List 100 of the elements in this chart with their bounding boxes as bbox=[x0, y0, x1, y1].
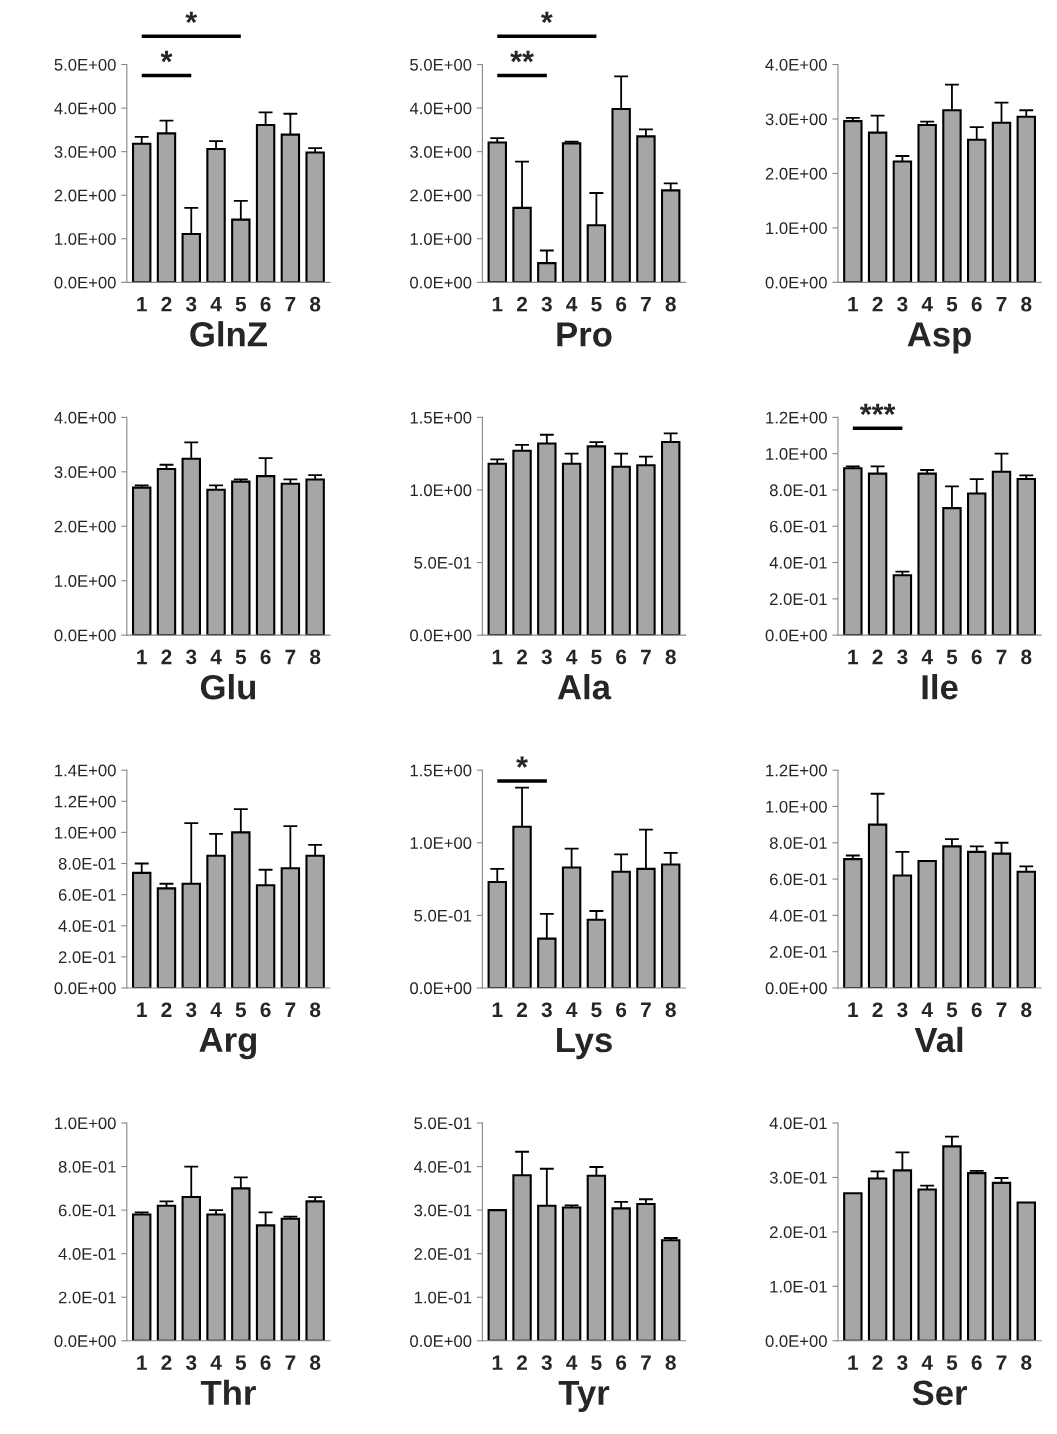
y-tick-label: 6.0E-01 bbox=[770, 873, 827, 886]
bar bbox=[892, 574, 913, 636]
x-tick-label: 7 bbox=[641, 296, 651, 312]
bar bbox=[967, 1172, 987, 1341]
x-tick-label: 5 bbox=[591, 1355, 602, 1370]
y-tick-label: 6.0E-01 bbox=[770, 520, 827, 533]
x-tick-label: 3 bbox=[185, 296, 197, 312]
y-tick-label: 4.0E-01 bbox=[769, 909, 827, 922]
y-tick-label: 0.0E+00 bbox=[54, 276, 116, 289]
x-tick-label: 4 bbox=[921, 1355, 933, 1370]
x-tick-label: 3 bbox=[897, 1355, 908, 1371]
x-tick-label: 2 bbox=[872, 296, 883, 312]
x-tick-label: 8 bbox=[1021, 1355, 1032, 1370]
y-tick-label: 1.0E+00 bbox=[766, 222, 827, 235]
y-tick-label: 4.0E-01 bbox=[58, 1248, 116, 1260]
y-tick-label: 1.0E+00 bbox=[55, 233, 116, 245]
x-tick-label: 3 bbox=[185, 649, 197, 665]
x-tick-label: 1 bbox=[848, 1002, 859, 1017]
y-tick-label: 1.0E-01 bbox=[770, 1280, 827, 1293]
y-tick-label: 3.0E-01 bbox=[769, 1171, 827, 1184]
y-tick-label: 2.0E-01 bbox=[58, 951, 116, 964]
bar bbox=[917, 1188, 937, 1341]
x-tick-label: 2 bbox=[161, 1002, 172, 1017]
y-tick-label: 0.0E+00 bbox=[54, 629, 116, 642]
x-tick-label: 3 bbox=[185, 1002, 197, 1018]
x-tick-label: 6 bbox=[971, 1002, 982, 1018]
y-tick-label: 1.2E+00 bbox=[766, 764, 827, 777]
x-tick-label: 3 bbox=[541, 1355, 552, 1371]
y-tick-label: 2.0E-01 bbox=[770, 1226, 827, 1239]
x-tick-label: 8 bbox=[310, 1355, 321, 1370]
y-tick-label: 4.0E+00 bbox=[409, 102, 472, 115]
bar bbox=[512, 449, 532, 636]
x-axis-title: Ala bbox=[557, 674, 612, 700]
x-tick-label: 8 bbox=[1021, 1002, 1032, 1018]
y-tick-label: 6.0E-01 bbox=[58, 1204, 116, 1217]
y-tick-label: 5.0E-01 bbox=[414, 1117, 472, 1130]
x-tick-label: 4 bbox=[566, 1355, 578, 1370]
y-tick-label: 4.0E-01 bbox=[414, 1160, 472, 1173]
y-tick-label: 4.0E-01 bbox=[58, 920, 116, 932]
x-tick-label: 2 bbox=[161, 296, 172, 312]
x-tick-label: 4 bbox=[566, 296, 578, 312]
x-tick-label: 6 bbox=[616, 649, 627, 665]
y-tick-label: 4.0E+00 bbox=[54, 102, 116, 115]
y-tick-label: 0.0E+00 bbox=[54, 1335, 116, 1347]
y-tick-label: 0.0E+00 bbox=[410, 1335, 472, 1347]
y-tick-label: 8.0E-01 bbox=[769, 484, 827, 497]
x-tick-label: 7 bbox=[285, 1002, 296, 1017]
y-tick-label: 0.0E+00 bbox=[54, 982, 116, 995]
x-tick-label: 4 bbox=[921, 649, 933, 665]
y-tick-label: 0.0E+00 bbox=[765, 1335, 827, 1347]
y-tick-label: 8.0E-01 bbox=[58, 1160, 116, 1173]
y-tick-label: 4.0E-01 bbox=[769, 1117, 827, 1130]
y-tick-label: 1.0E-01 bbox=[414, 1291, 472, 1304]
y-tick-label: 0.0E+00 bbox=[410, 982, 472, 995]
x-tick-label: 2 bbox=[516, 1002, 528, 1017]
bar bbox=[1016, 478, 1036, 636]
x-tick-label: 1 bbox=[137, 1002, 147, 1017]
x-tick-label: 8 bbox=[1021, 649, 1032, 665]
bar bbox=[1016, 115, 1036, 283]
y-tick-label: 1.0E+00 bbox=[55, 575, 116, 587]
y-tick-label: 1.4E+00 bbox=[55, 764, 116, 777]
x-axis-title: Pro bbox=[557, 322, 612, 347]
text: * bbox=[516, 756, 528, 768]
bar bbox=[611, 1207, 631, 1341]
x-tick-label: 7 bbox=[641, 1355, 651, 1370]
bar bbox=[156, 468, 177, 636]
y-tick-label: 0.0E+00 bbox=[765, 276, 827, 289]
bar bbox=[561, 142, 582, 283]
x-tick-label: 5 bbox=[591, 1002, 602, 1018]
y-tick-label: 4.0E-01 bbox=[769, 556, 827, 569]
x-tick-label: 5 bbox=[591, 649, 602, 665]
bar bbox=[305, 1200, 325, 1341]
x-tick-label: 1 bbox=[137, 296, 147, 312]
bar bbox=[843, 1192, 863, 1341]
bar bbox=[280, 482, 301, 636]
y-tick-label: 2.0E+00 bbox=[410, 189, 472, 202]
bar bbox=[843, 120, 863, 283]
x-axis-title: GlnZ bbox=[190, 321, 267, 347]
x-tick-label: 6 bbox=[616, 296, 627, 312]
bar bbox=[892, 160, 913, 283]
x-tick-label: 5 bbox=[946, 649, 958, 665]
x-tick-label: 8 bbox=[310, 1002, 321, 1018]
x-tick-label: 1 bbox=[492, 296, 503, 312]
x-tick-label: 2 bbox=[161, 649, 172, 665]
x-tick-label: 1 bbox=[137, 649, 147, 665]
bar bbox=[843, 467, 863, 636]
y-tick-label: 1.2E+00 bbox=[55, 795, 116, 808]
x-tick-label: 1 bbox=[848, 296, 859, 312]
x-axis-title: Tyr bbox=[558, 1380, 610, 1413]
bar bbox=[206, 1213, 226, 1341]
x-tick-label: 5 bbox=[235, 649, 247, 665]
x-tick-label: 6 bbox=[260, 1002, 271, 1018]
x-tick-label: 4 bbox=[566, 1002, 578, 1017]
y-tick-label: 1.0E+00 bbox=[55, 826, 116, 839]
y-tick-label: 1.5E+00 bbox=[410, 411, 472, 424]
y-tick-label: 1.5E+00 bbox=[410, 764, 472, 777]
bar bbox=[487, 141, 507, 283]
text: * bbox=[185, 11, 198, 23]
x-tick-label: 1 bbox=[492, 1355, 503, 1370]
x-tick-label: 7 bbox=[996, 1355, 1007, 1370]
